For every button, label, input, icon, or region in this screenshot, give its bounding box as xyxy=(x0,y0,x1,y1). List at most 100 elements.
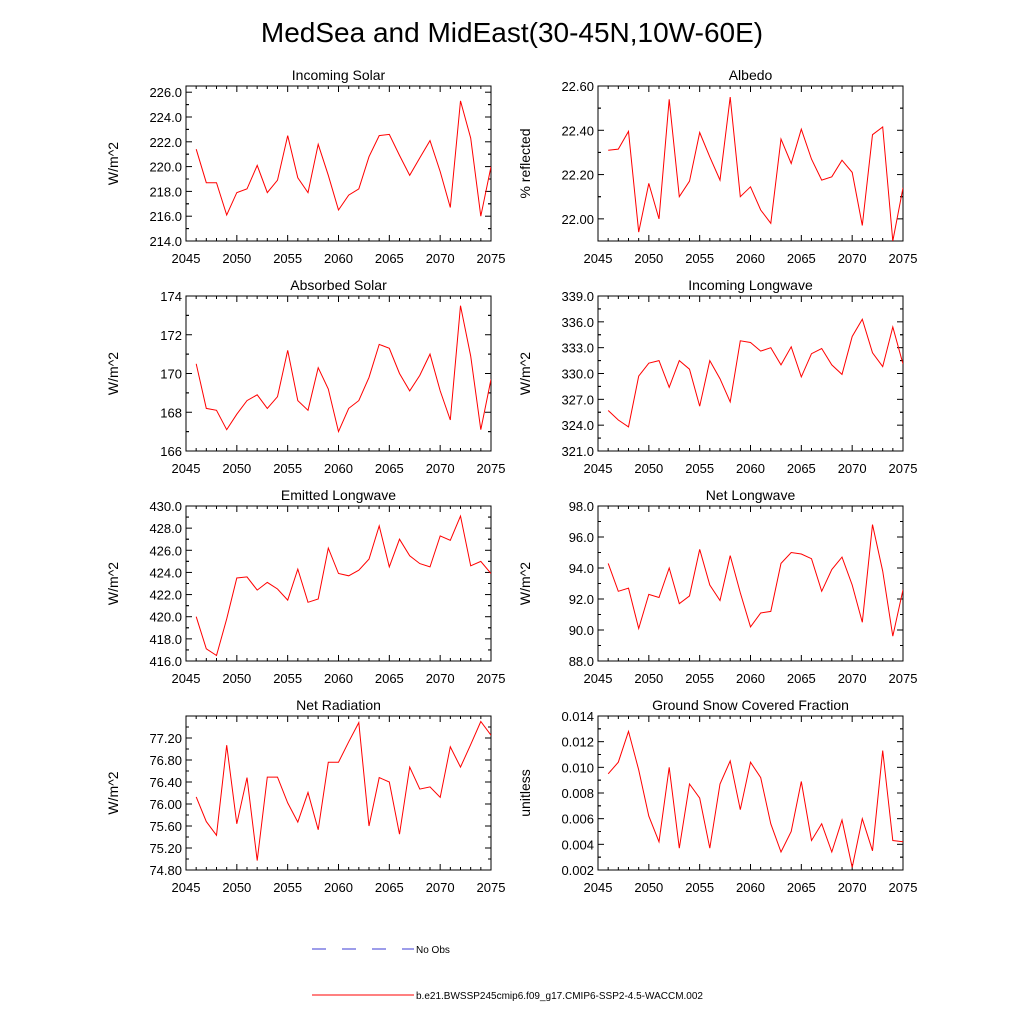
y-tick-label: 75.20 xyxy=(149,841,182,856)
panel-title: Emitted Longwave xyxy=(281,487,396,503)
x-tick-label: 2075 xyxy=(889,880,918,895)
y-tick-label: 420.0 xyxy=(149,610,182,625)
y-tick-label: 428.0 xyxy=(149,521,182,536)
x-tick-label: 2075 xyxy=(477,671,506,686)
chart-panel-4: Incoming Longwave W/m^2 2045 2050 2055 2060 20… xyxy=(517,277,917,476)
y-tick-label: 88.0 xyxy=(569,654,594,669)
y-tick-label: 222.0 xyxy=(149,135,182,150)
y-tick-label: 426.0 xyxy=(149,543,182,558)
series-line xyxy=(607,317,903,428)
y-axis-label: W/m^2 xyxy=(105,562,121,605)
panel-title: Absorbed Solar xyxy=(290,277,387,293)
chart-panel-1: Incoming Solar W/m^2 2045 2050 2055 2060 2065 2… xyxy=(105,67,505,266)
y-tick-label: 416.0 xyxy=(149,654,182,669)
y-tick-label: 22.00 xyxy=(561,212,594,227)
legend-label-no-obs: No Obs xyxy=(416,945,450,956)
y-tick-label: 0.010 xyxy=(561,760,594,775)
series-line xyxy=(607,524,903,637)
x-tick-label: 2075 xyxy=(477,880,506,895)
x-tick-label: 2070 xyxy=(426,461,455,476)
x-tick-label: 2060 xyxy=(736,880,765,895)
x-tick-label: 2065 xyxy=(375,671,404,686)
x-tick-label: 2065 xyxy=(787,880,816,895)
x-tick-label: 2045 xyxy=(172,251,201,266)
series-line xyxy=(195,100,491,217)
panel-title: Net Longwave xyxy=(706,487,796,503)
x-tick-label: 2060 xyxy=(324,251,353,266)
y-tick-label: 422.0 xyxy=(149,588,182,603)
x-tick-label: 2065 xyxy=(375,880,404,895)
x-tick-label: 2050 xyxy=(634,880,663,895)
y-tick-label: 226.0 xyxy=(149,85,182,100)
x-tick-label: 2055 xyxy=(273,671,302,686)
y-tick-label: 218.0 xyxy=(149,184,182,199)
y-tick-label: 170 xyxy=(160,367,182,382)
series-line xyxy=(608,97,903,241)
x-tick-label: 2045 xyxy=(584,251,613,266)
y-tick-label: 333.0 xyxy=(561,341,594,356)
x-tick-label: 2060 xyxy=(736,251,765,266)
y-tick-label: 220.0 xyxy=(149,160,182,175)
y-tick-label: 90.0 xyxy=(569,623,594,638)
panel-title: Net Radiation xyxy=(296,697,381,713)
x-tick-label: 2050 xyxy=(634,671,663,686)
chart-panel-8: Ground Snow Covered Fraction unitless 2045… xyxy=(517,697,917,895)
plot-frame xyxy=(185,505,492,662)
y-axis-label: unitless xyxy=(517,769,533,816)
x-tick-label: 2055 xyxy=(685,671,714,686)
x-tick-label: 2055 xyxy=(685,461,714,476)
chart-panel-5: Emitted Longwave W/m^2 2045 2050 2055 2060 206… xyxy=(105,487,505,686)
x-tick-label: 2050 xyxy=(222,671,251,686)
plot-frame xyxy=(185,295,492,452)
panel-title: Ground Snow Covered Fraction xyxy=(652,697,849,713)
y-tick-label: 168 xyxy=(160,405,182,420)
y-tick-label: 22.40 xyxy=(561,123,594,138)
x-tick-label: 2065 xyxy=(375,251,404,266)
chart-panel-2: Albedo % reflected 2045 2050 2055 2060 2065 207… xyxy=(517,67,917,266)
plot-frame xyxy=(597,505,904,662)
y-tick-label: 75.60 xyxy=(149,819,182,834)
y-tick-label: 0.002 xyxy=(561,863,594,878)
x-tick-label: 2070 xyxy=(838,461,867,476)
y-tick-label: 418.0 xyxy=(149,632,182,647)
plot-frame xyxy=(185,85,492,242)
x-tick-label: 2050 xyxy=(222,880,251,895)
y-tick-label: 216.0 xyxy=(149,209,182,224)
y-tick-label: 166 xyxy=(160,444,182,459)
x-tick-label: 2075 xyxy=(477,461,506,476)
y-tick-label: 224.0 xyxy=(149,110,182,125)
plot-frame xyxy=(597,295,904,452)
x-tick-label: 2075 xyxy=(889,251,918,266)
x-tick-label: 2065 xyxy=(375,461,404,476)
y-tick-label: 0.006 xyxy=(561,812,594,827)
x-tick-label: 2055 xyxy=(685,880,714,895)
x-tick-label: 2075 xyxy=(477,251,506,266)
legend-label-model: b.e21.BWSSP245cmip6.f09_g17.CMIP6-SSP2-4… xyxy=(416,991,703,1002)
series-line xyxy=(195,305,491,434)
y-tick-label: 76.00 xyxy=(149,797,182,812)
x-tick-label: 2060 xyxy=(736,671,765,686)
plot-frame xyxy=(185,715,492,871)
x-tick-label: 2045 xyxy=(172,461,201,476)
x-tick-label: 2070 xyxy=(838,671,867,686)
y-tick-label: 0.008 xyxy=(561,786,594,801)
y-tick-label: 172 xyxy=(160,328,182,343)
series-line xyxy=(195,720,491,861)
panel-title: Albedo xyxy=(729,67,773,83)
x-tick-label: 2055 xyxy=(273,251,302,266)
chart-panel-6: Net Longwave W/m^2 2045 2050 2055 2060 2065 207… xyxy=(517,487,917,686)
x-tick-label: 2070 xyxy=(426,880,455,895)
chart-panel-7: Net Radiation W/m^2 2045 2050 2055 2060 2065 20… xyxy=(105,697,505,895)
x-tick-label: 2060 xyxy=(324,880,353,895)
y-tick-label: 22.60 xyxy=(561,79,594,94)
y-tick-label: 96.0 xyxy=(569,530,594,545)
series-line xyxy=(607,729,903,868)
x-tick-label: 2055 xyxy=(273,880,302,895)
x-tick-label: 2060 xyxy=(324,671,353,686)
y-axis-label: % reflected xyxy=(517,128,533,198)
y-tick-label: 98.0 xyxy=(569,499,594,514)
y-axis-label: W/m^2 xyxy=(105,142,121,185)
x-tick-label: 2050 xyxy=(222,251,251,266)
figure-title: MedSea and MidEast(30-45N,10W-60E) xyxy=(261,17,763,48)
